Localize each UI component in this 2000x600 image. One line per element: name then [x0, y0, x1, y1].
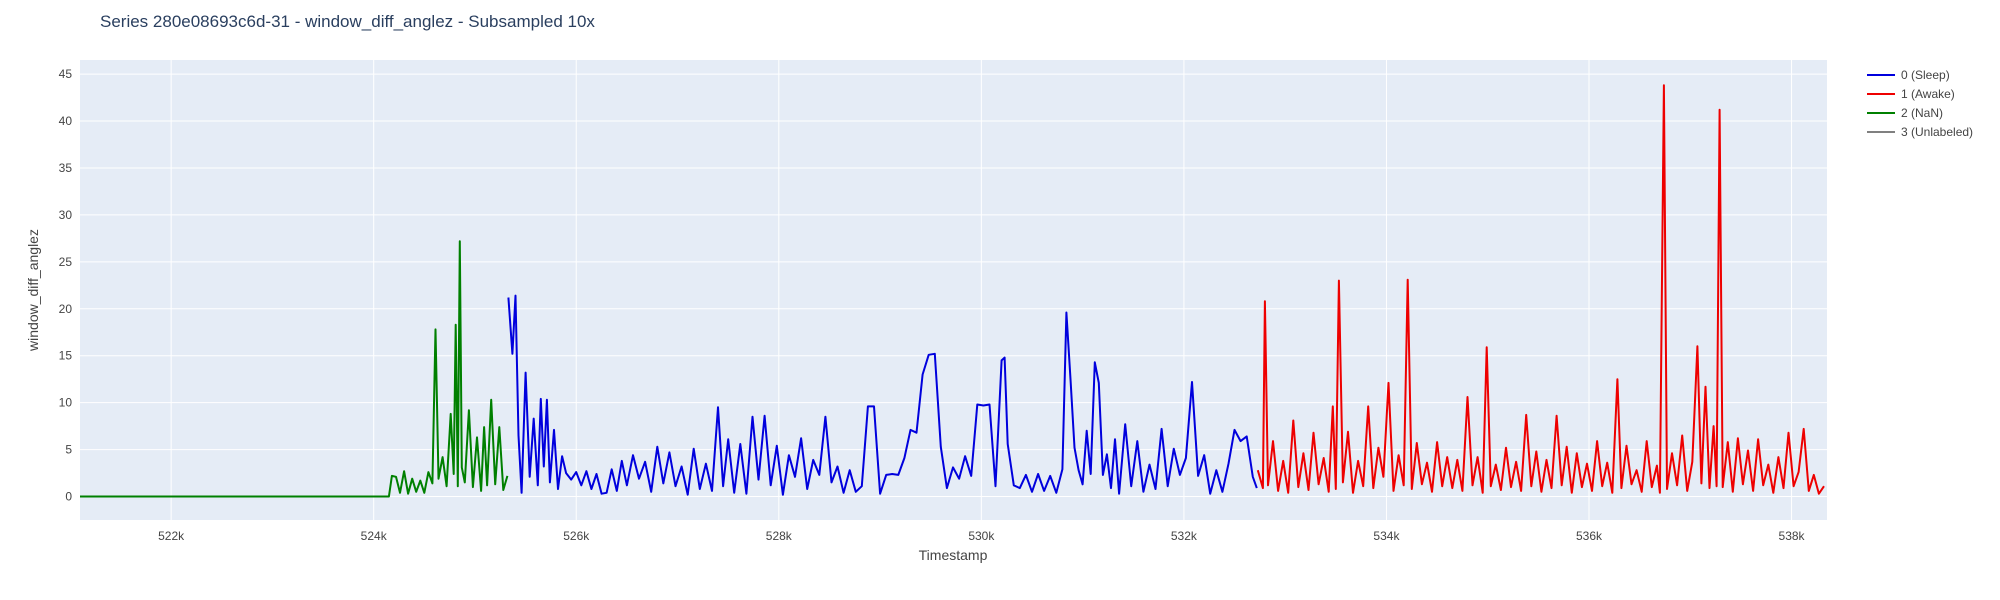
y-tick-label: 35: [59, 161, 73, 175]
legend-label[interactable]: 3 (Unlabeled): [1901, 125, 1973, 139]
x-axis-title: Timestamp: [919, 547, 988, 563]
plot-background: [80, 60, 1827, 520]
x-tick-label: 528k: [766, 529, 793, 543]
y-tick-label: 15: [59, 349, 73, 363]
x-tick-label: 534k: [1373, 529, 1400, 543]
legend-label[interactable]: 0 (Sleep): [1901, 68, 1950, 82]
series-line: [1256, 84, 1825, 495]
chart-title: Series 280e08693c6d-31 - window_diff_ang…: [100, 12, 595, 31]
x-axis-ticks: 522k 524k 526k 528k 530k 532k 534k 536k 538k: [158, 529, 1805, 543]
legend-label[interactable]: 1 (Awake): [1901, 87, 1955, 101]
x-tick-label: 524k: [361, 529, 388, 543]
y-axis-ticks: 0 5 10 15 20 25 30 35 40 45: [59, 67, 73, 503]
grid-lines: [80, 60, 1827, 520]
x-tick-label: 530k: [968, 529, 995, 543]
y-tick-label: 0: [65, 490, 72, 504]
x-tick-label: 536k: [1576, 529, 1603, 543]
series-layer: [80, 84, 1825, 498]
x-tick-label: 522k: [158, 529, 185, 543]
y-tick-label: 25: [59, 255, 73, 269]
legend-label[interactable]: 2 (NaN): [1901, 106, 1943, 120]
y-tick-label: 30: [59, 208, 73, 222]
y-tick-label: 5: [65, 443, 72, 457]
y-tick-label: 10: [59, 396, 73, 410]
y-tick-label: 45: [59, 67, 73, 81]
series-line: [80, 240, 509, 498]
x-tick-label: 538k: [1779, 529, 1806, 543]
legend: 0 (Sleep) 1 (Awake) 2 (NaN) 3 (Unlabeled): [1867, 68, 1973, 139]
series-line: [507, 294, 1258, 496]
y-tick-label: 40: [59, 114, 73, 128]
x-tick-label: 532k: [1171, 529, 1198, 543]
y-tick-label: 20: [59, 302, 73, 316]
y-axis-title: window_diff_anglez: [25, 229, 41, 352]
x-tick-label: 526k: [563, 529, 590, 543]
